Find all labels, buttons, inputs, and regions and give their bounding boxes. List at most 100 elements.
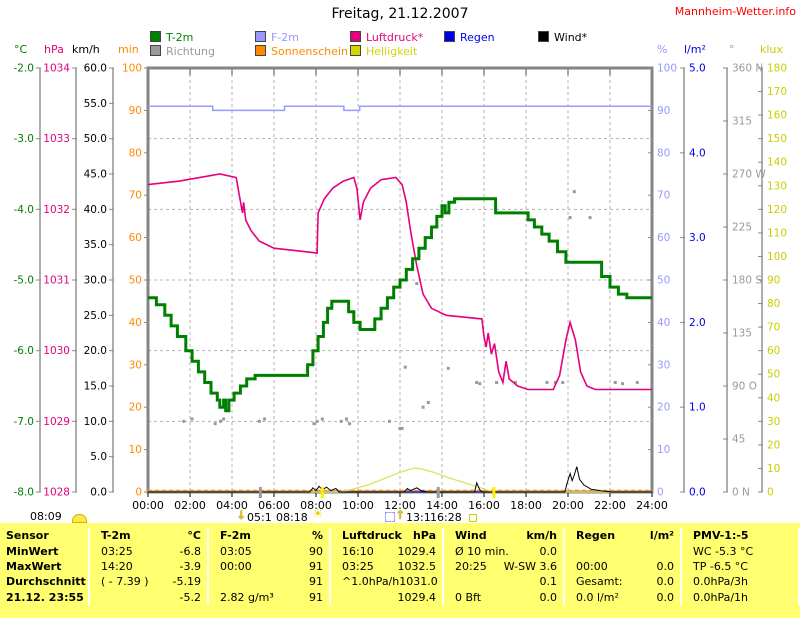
legend-item-helligkeit: Helligkeit [350,45,417,58]
y-tick-label-pct: 0 [657,487,664,499]
legend-label: Wind* [554,31,588,44]
legend-item-regen: Regen [444,31,495,44]
table-cell: 0.1 [539,575,558,589]
day-length-label: 08:09 [30,510,62,523]
y-tick-label-temp: -8.0 [14,487,35,499]
y-tick-label-temp: -7.0 [14,416,35,428]
point-richtung [218,419,222,423]
y-tick-label-klux: 30 [767,416,780,428]
point-richtung [182,419,186,423]
point-richtung [388,419,391,423]
moonset-time-label: 05:1 [247,511,272,524]
x-tick-label: 16:00 [468,499,500,512]
table-cell: 1032.5 [397,559,437,573]
table-cell: -5.19 [172,575,201,589]
sunset-time-label: 16:28 [430,511,462,524]
table-cell: % [311,529,323,543]
legend-swatch-icon [255,45,266,56]
table-cell: T-2m [101,529,131,543]
point-richtung [315,419,319,423]
point-richtung [348,422,352,426]
y-tick-label-min: 10 [129,444,142,456]
legend-item-f-2m: F-2m [255,31,299,44]
y-tick-label-klux: 100 [767,251,787,263]
y-tick-label-min: 80 [129,147,142,159]
y-tick-label-deg: 45 [732,434,745,446]
table-cell: 20:25 [455,559,487,573]
weather-chart-page: { "header": {"title": "Freitag, 21.12.20… [0,5,800,618]
y-tick-label-pct: 10 [657,444,670,456]
legend-swatch-icon [350,45,361,56]
table-cell: 0.0 [656,559,675,573]
table-cell-group: ^1.0hPa/h 1031.0 [329,574,442,590]
table-row-label: Durchschnitt [6,575,86,589]
y-tick-label-hpa: 1029 [43,416,70,428]
moonset-arrow-icon: ↓ [236,508,247,522]
point-richtung [190,417,194,421]
table-row: MaxWert 14:20 -3.9 00:00 91 03:25 1032.5 20:25 W… [0,558,800,575]
y-tick-label-deg: 225 [732,222,752,234]
table-cell: 91 [309,590,323,604]
axis-unit-klux: klux [760,43,783,56]
x-tick-label: 08:00 [300,499,332,512]
y-tick-label-kmh: 10.0 [84,416,107,428]
y-tick-label-pct: 80 [657,147,670,159]
y-tick-label-hpa: 1030 [43,345,70,357]
x-tick-label: 24:00 [636,499,668,512]
table-cell-group: 03:25 -6.8 [88,543,207,559]
y-tick-label-temp: -3.0 [14,133,35,145]
point-richtung [621,382,625,386]
table-row: Durchschnitt ( - 7.39 ) -5.19 91 ^1.0hPa/h 10… [0,574,800,590]
y-tick-label-min: 90 [129,105,142,117]
y-tick-label-deg: 90 O [732,381,757,393]
y-tick-label-deg: 180 S [732,275,762,287]
y-tick-label-klux: 50 [767,369,780,381]
y-tick-label-min: 70 [129,190,142,202]
sunrise-time-label: 08:18 [276,511,308,524]
y-tick-label-pct: 70 [657,190,670,202]
y-tick-label-kmh: 40.0 [84,204,107,216]
site-link[interactable]: Mannheim-Wetter.info [674,5,796,18]
y-tick-label-kmh: 25.0 [84,310,107,322]
point-richtung [475,380,479,384]
table-cell: 0.0 [539,544,558,558]
table-cell-group: 1029.4 [329,589,442,605]
point-richtung [257,419,261,423]
point-richtung [222,417,226,421]
point-richtung [568,216,572,220]
table-cell-group: PMV-1:-5 [680,528,800,544]
point-richtung [588,216,592,220]
y-tick-label-hpa: 1031 [43,275,70,287]
table-cell: 1031.0 [399,575,438,589]
table-cell-group: 00:00 0.0 [563,558,680,575]
x-tick-label: 02:00 [174,499,206,512]
y-tick-label-klux: 60 [767,345,780,357]
axis-unit-lm2: l/m² [684,43,706,56]
y-tick-label-klux: 20 [767,439,780,451]
y-tick-label-klux: 170 [767,86,787,98]
table-cell: 00:00 [576,559,608,573]
point-richtung [421,405,425,409]
page-title: Freitag, 21.12.2007 [331,6,469,22]
table-cell-group: 16:10 1029.4 [329,543,442,559]
axis-unit-temp: °C [14,43,28,56]
y-tick-label-klux: 120 [767,204,787,216]
point-richtung [561,380,565,384]
table-cell: l/m² [649,529,674,543]
y-tick-label-pct: 90 [657,105,670,117]
table-cell: 0.0 [656,575,675,589]
table-cell: -3.9 [179,559,201,573]
table-cell-group [563,543,680,559]
y-tick-label-klux: 40 [767,392,780,404]
axis-unit-min: min [118,43,139,56]
table-cell: TP -6.5 °C [693,559,748,573]
chart-canvas: 00:00 02:00 04:00 06:00 08:00 10:00 12:00 14:00… [14,43,788,512]
point-richtung [263,417,267,421]
y-tick-label-lm2: 3.0 [689,232,706,244]
table-cell: 91 [309,559,323,573]
y-tick-label-deg: 360 N [732,63,763,75]
y-tick-label-pct: 30 [657,359,670,371]
x-tick-label: 00:00 [132,499,164,512]
table-cell: 90 [309,544,323,558]
y-tick-label-pct: 100 [657,63,677,75]
